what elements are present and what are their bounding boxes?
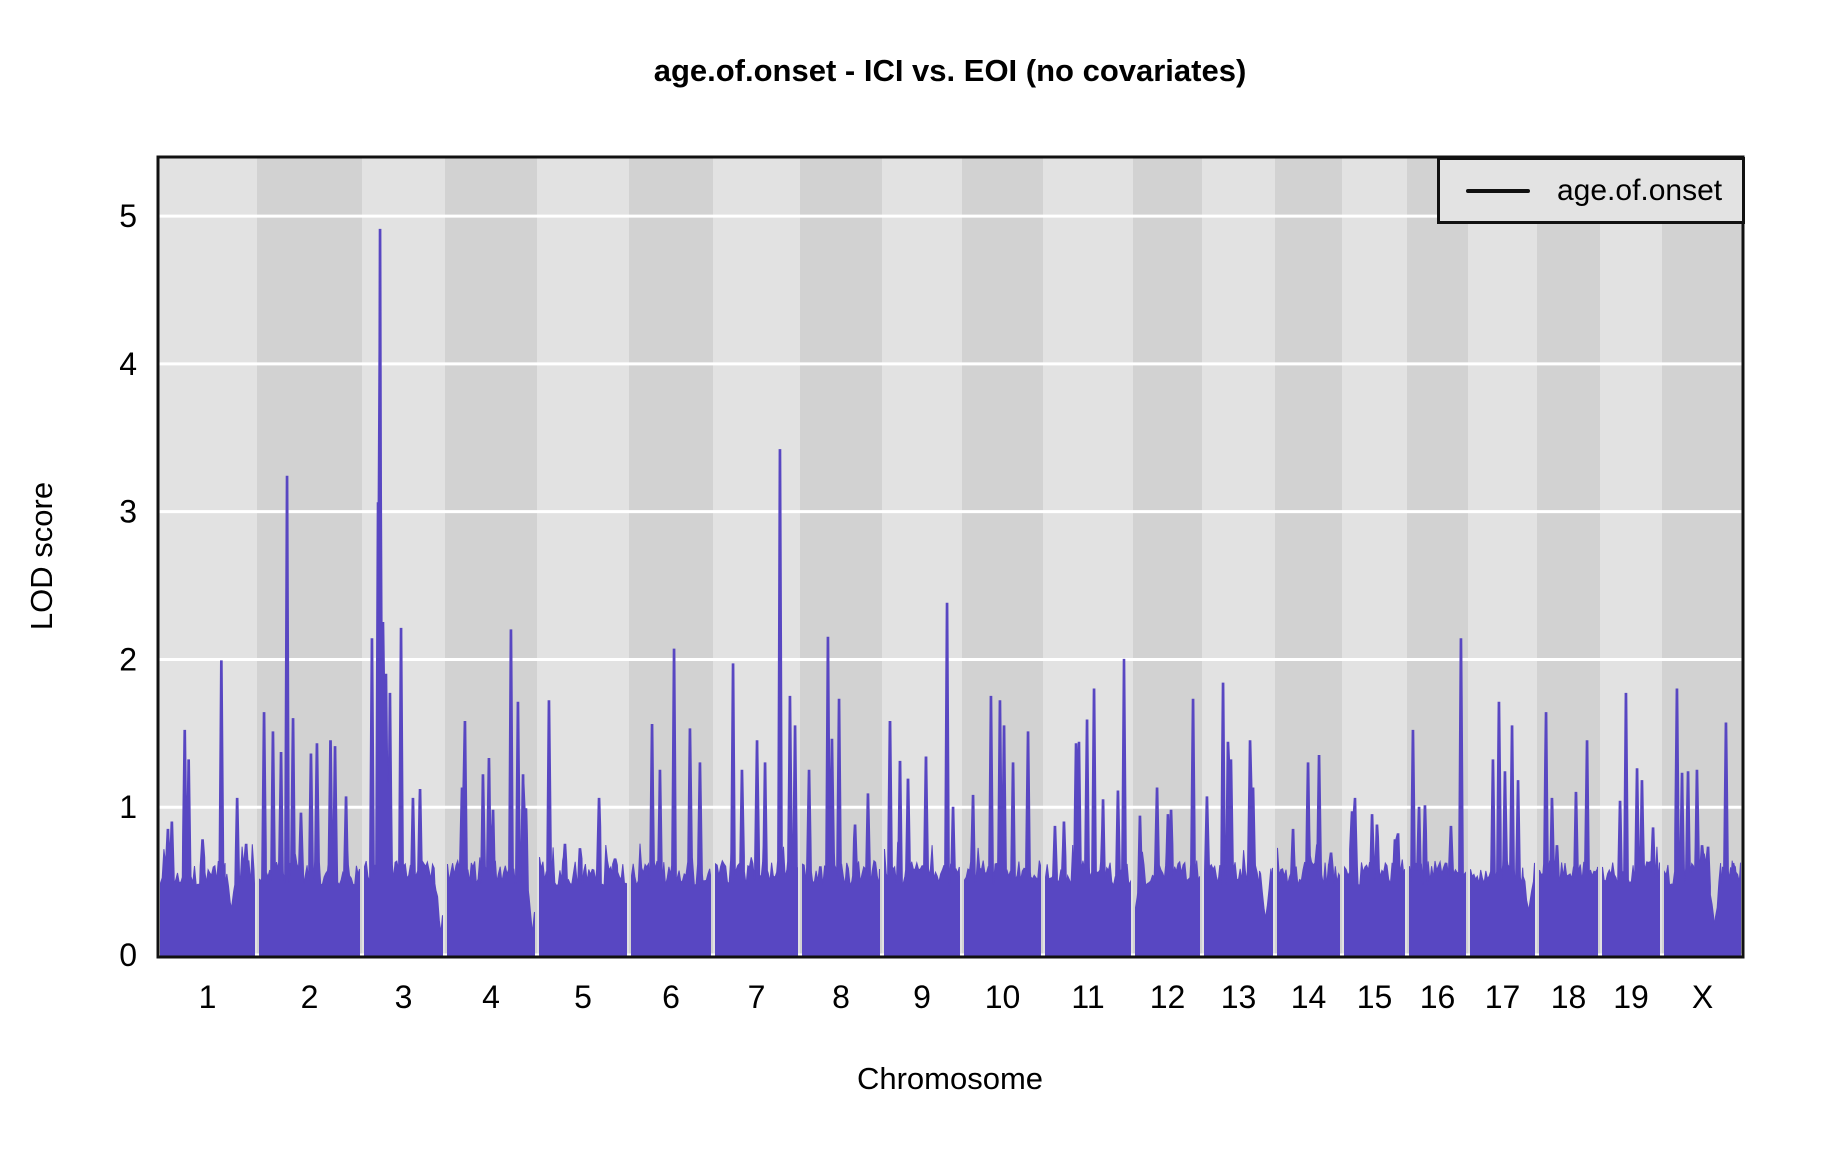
x-tick-label-chr-X: X (1692, 979, 1713, 1015)
lod-trace-chr-11 (1045, 658, 1131, 956)
lod-trace-chr-4 (447, 629, 535, 956)
panel-band-chr-16 (1407, 157, 1468, 957)
x-tick-label-chr-18: 18 (1551, 979, 1587, 1015)
x-tick-label-chr-7: 7 (748, 979, 766, 1015)
x-tick-label-chr-1: 1 (199, 979, 217, 1015)
x-tick-label-chr-2: 2 (301, 979, 319, 1015)
x-axis-title: Chromosome (856, 1061, 1044, 1096)
panel-band-chr-9 (882, 157, 962, 957)
panel-band-chr-5 (537, 157, 629, 957)
y-axis-title: LOD score (24, 481, 59, 631)
x-tick-label-chr-15: 15 (1357, 979, 1393, 1015)
x-tick-label-chr-3: 3 (395, 979, 413, 1015)
lod-trace-chr-X (1664, 688, 1741, 956)
lod-trace-chr-2 (259, 475, 360, 956)
lod-trace-chr-1 (160, 660, 255, 956)
lod-trace-chr-12 (1135, 698, 1200, 956)
lod-trace-chr-3 (364, 228, 443, 956)
y-tick-label-2: 2 (119, 641, 137, 677)
x-tick-label-chr-16: 16 (1420, 979, 1456, 1015)
x-tick-label-chr-6: 6 (662, 979, 680, 1015)
lod-trace-chr-8 (802, 636, 880, 956)
lod-trace-chr-13 (1204, 682, 1273, 956)
x-tick-label-chr-19: 19 (1613, 979, 1649, 1015)
x-tick-label-chr-10: 10 (985, 979, 1021, 1015)
lod-trace-chr-7 (715, 449, 798, 956)
y-tick-label-3: 3 (119, 494, 137, 530)
lod-trace-chr-14 (1277, 755, 1340, 956)
y-tick-label-1: 1 (119, 789, 137, 825)
lod-trace-chr-5 (539, 700, 627, 956)
lod-trace-chr-16 (1409, 638, 1466, 956)
y-tick-label-4: 4 (119, 346, 137, 382)
legend-series-label: age.of.onset (1557, 173, 1723, 207)
panel-band-chr-1 (158, 157, 257, 957)
x-tick-label-chr-12: 12 (1150, 979, 1186, 1015)
x-tick-label-chr-13: 13 (1221, 979, 1257, 1015)
y-tick-label-0: 0 (119, 937, 137, 973)
lod-trace-chr-19 (1602, 692, 1660, 956)
legend: age.of.onset (1437, 157, 1745, 224)
lod-trace-chr-18 (1539, 712, 1598, 956)
x-tick-label-chr-9: 9 (913, 979, 931, 1015)
legend-line-swatch (1466, 188, 1530, 193)
lod-trace-chr-9 (884, 602, 960, 956)
x-tick-label-chr-17: 17 (1485, 979, 1521, 1015)
x-tick-label-chr-14: 14 (1291, 979, 1327, 1015)
panel-band-chr-17 (1468, 157, 1537, 957)
panel-band-chr-13 (1202, 157, 1275, 957)
panel-band-chr-19 (1600, 157, 1662, 957)
lod-trace-chr-15 (1344, 797, 1405, 956)
panel-border (156, 155, 1745, 959)
x-tick-label-chr-11: 11 (1071, 979, 1104, 1015)
x-tick-label-chr-5: 5 (574, 979, 592, 1015)
panel-band-chr-X (1662, 157, 1743, 957)
lod-trace-chr-10 (964, 695, 1041, 956)
lod-trace-chr-6 (631, 648, 711, 956)
chart-title: age.of.onset - ICI vs. EOI (no covariate… (653, 53, 1247, 88)
y-tick-label-5: 5 (119, 198, 137, 234)
x-tick-label-chr-4: 4 (482, 979, 500, 1015)
x-tick-label-chr-8: 8 (832, 979, 850, 1015)
lod-trace-chr-17 (1470, 701, 1535, 956)
